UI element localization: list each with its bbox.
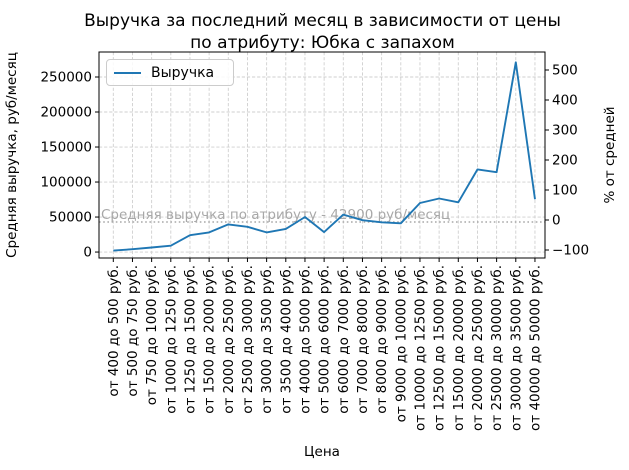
y-left-tick-label: 100000 — [40, 175, 92, 191]
x-tick-label: от 1000 до 1250 руб. — [163, 265, 179, 414]
x-tick-label: от 6000 до 7000 руб. — [336, 265, 352, 414]
revenue-line — [113, 61, 536, 252]
y-left-tick-label: 50000 — [49, 210, 92, 226]
x-tick-label: от 5000 до 6000 руб. — [317, 265, 333, 414]
y-left-tick-label: 150000 — [40, 140, 92, 156]
y-right-tick-label: 500 — [552, 63, 578, 79]
y-right-tick-label: 200 — [552, 153, 578, 169]
x-tick-label: от 4000 до 5000 руб. — [298, 265, 314, 414]
x-tick-label: от 10000 до 12500 руб. — [413, 265, 429, 431]
legend-label: Выручка — [151, 64, 215, 81]
x-axis-title: Цена — [304, 444, 340, 460]
x-tick-label: от 750 до 1000 руб. — [144, 265, 160, 405]
x-tick-label: от 2000 до 2500 руб. — [221, 265, 237, 414]
y-right-tick-label: 0 — [552, 213, 561, 229]
y-right-tick-label: −100 — [552, 243, 589, 259]
y-axis-left-title: Средняя выручка, руб/месяц — [4, 52, 20, 258]
x-tick-label: от 12500 до 15000 руб. — [432, 265, 448, 431]
y-axis-right-title: % от средней — [602, 106, 618, 203]
x-tick-label: от 40000 до 50000 руб. — [528, 265, 544, 431]
chart-title-line2: по атрибуту: Юбка с запахом — [190, 33, 455, 54]
y-right-tick-label: 100 — [552, 183, 578, 199]
y-left-tick-label: 250000 — [40, 69, 92, 85]
x-tick-label: от 3500 до 4000 руб. — [278, 265, 294, 414]
x-tick-label: от 3000 до 3500 руб. — [259, 265, 275, 414]
x-tick-label: от 7000 до 8000 руб. — [355, 265, 371, 414]
x-tick-label: от 1500 до 2000 руб. — [202, 265, 218, 414]
legend: Выручка — [106, 59, 234, 86]
x-tick-label: от 2500 до 3000 руб. — [240, 265, 256, 414]
chart-title-line1: Выручка за последний месяц в зависимости… — [84, 11, 561, 31]
x-tick-label: от 500 до 750 руб. — [125, 265, 141, 397]
x-tick-label: от 9000 до 10000 руб. — [393, 265, 409, 422]
x-tick-label: от 400 до 500 руб. — [106, 265, 122, 397]
axes-spine — [98, 51, 546, 259]
x-tick-label: от 20000 до 25000 руб. — [470, 265, 486, 431]
y-left-tick-label: 0 — [83, 245, 92, 261]
average-annotation: Средняя выручка по атрибуту - 42900 руб/… — [101, 207, 450, 223]
legend-line-swatch — [114, 71, 141, 74]
x-tick-label: от 30000 до 35000 руб. — [508, 265, 524, 431]
y-left-tick-label: 200000 — [40, 105, 92, 121]
x-tick-label: от 15000 до 20000 руб. — [451, 265, 467, 431]
x-tick-label: от 25000 до 30000 руб. — [489, 265, 505, 431]
x-tick-label: от 1250 до 1500 руб. — [183, 265, 199, 414]
y-right-tick-label: 300 — [552, 123, 578, 139]
chart-title: Выручка за последний месяц в зависимости… — [70, 10, 575, 55]
x-tick-label: от 8000 до 9000 руб. — [374, 265, 390, 414]
y-right-tick-label: 400 — [552, 93, 578, 109]
